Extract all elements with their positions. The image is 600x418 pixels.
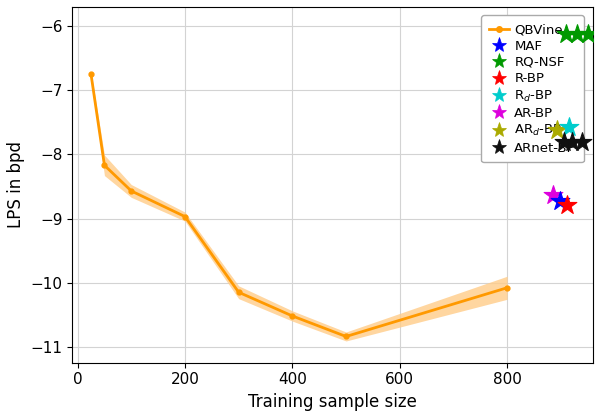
X-axis label: Training sample size: Training sample size: [248, 393, 417, 411]
Legend: QBVine, MAF, RQ-NSF, R-BP, R$_d$-BP, AR-BP, AR$_d$-BP, ARnet-BP: QBVine, MAF, RQ-NSF, R-BP, R$_d$-BP, AR-…: [481, 15, 584, 163]
Point: [562, 31, 571, 37]
Point: [583, 31, 592, 37]
Point: [564, 123, 574, 130]
Y-axis label: LPS in bpd: LPS in bpd: [7, 141, 25, 228]
Point: [548, 192, 557, 199]
Point: [552, 127, 562, 133]
Point: [578, 138, 587, 145]
Point: [555, 197, 565, 204]
Point: [572, 31, 582, 37]
Point: [562, 202, 572, 209]
Point: [559, 138, 568, 145]
Point: [567, 138, 577, 145]
